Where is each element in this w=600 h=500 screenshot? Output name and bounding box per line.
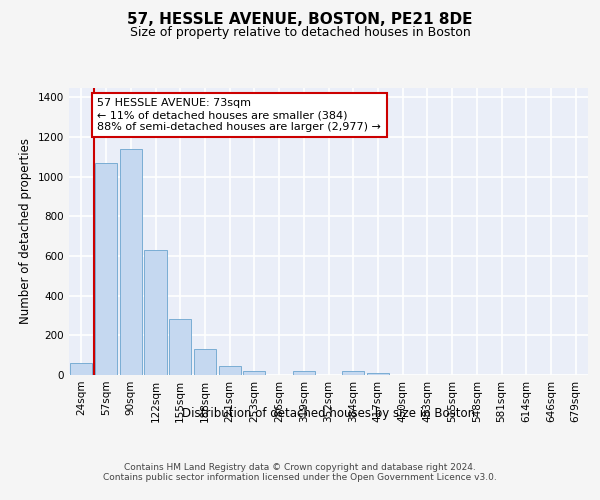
Bar bbox=[70, 363, 92, 375]
Bar bbox=[169, 320, 191, 375]
Bar bbox=[293, 371, 315, 375]
Bar bbox=[342, 371, 364, 375]
Text: 57 HESSLE AVENUE: 73sqm
← 11% of detached houses are smaller (384)
88% of semi-d: 57 HESSLE AVENUE: 73sqm ← 11% of detache… bbox=[97, 98, 381, 132]
Text: Distribution of detached houses by size in Boston: Distribution of detached houses by size … bbox=[182, 408, 475, 420]
Bar bbox=[145, 250, 167, 375]
Bar bbox=[218, 366, 241, 375]
Bar bbox=[367, 372, 389, 375]
Bar bbox=[194, 349, 216, 375]
Bar bbox=[243, 371, 265, 375]
Bar bbox=[119, 149, 142, 375]
Text: 57, HESSLE AVENUE, BOSTON, PE21 8DE: 57, HESSLE AVENUE, BOSTON, PE21 8DE bbox=[127, 12, 473, 28]
Y-axis label: Number of detached properties: Number of detached properties bbox=[19, 138, 32, 324]
Bar bbox=[95, 163, 117, 375]
Text: Contains HM Land Registry data © Crown copyright and database right 2024.
Contai: Contains HM Land Registry data © Crown c… bbox=[103, 462, 497, 482]
Text: Size of property relative to detached houses in Boston: Size of property relative to detached ho… bbox=[130, 26, 470, 39]
